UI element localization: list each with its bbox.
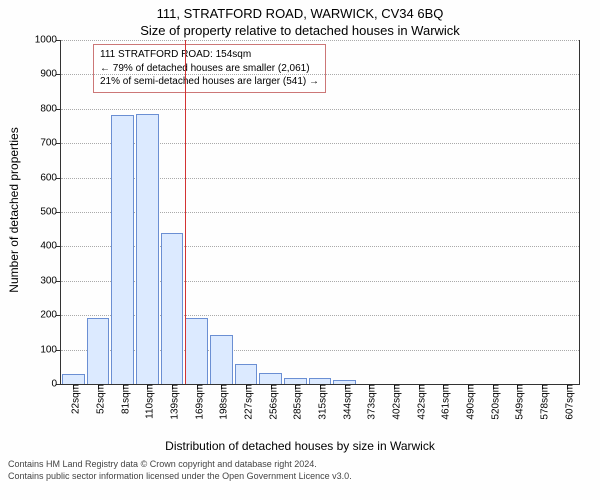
y-tick-label: 100 bbox=[40, 344, 61, 355]
y-axis-title: Number of detached properties bbox=[7, 127, 21, 292]
footer-line-1: Contains HM Land Registry data © Crown c… bbox=[8, 459, 592, 471]
y-tick-label: 900 bbox=[40, 69, 61, 80]
y-tick-label: 600 bbox=[40, 172, 61, 183]
histogram-bar bbox=[235, 364, 258, 384]
bars-container: 22sqm52sqm81sqm110sqm139sqm169sqm198sqm2… bbox=[61, 40, 579, 384]
bar-column: 490sqm bbox=[456, 40, 481, 384]
histogram-bar bbox=[136, 114, 159, 384]
x-tick-label: 461sqm bbox=[435, 384, 452, 420]
bar-column: 344sqm bbox=[332, 40, 357, 384]
y-tick-label: 700 bbox=[40, 138, 61, 149]
bar-column: 373sqm bbox=[357, 40, 382, 384]
histogram-bar bbox=[161, 233, 184, 384]
bar-column: 22sqm bbox=[61, 40, 86, 384]
histogram-bar bbox=[259, 373, 282, 384]
x-tick-label: 81sqm bbox=[114, 384, 131, 414]
x-tick-label: 227sqm bbox=[238, 384, 255, 420]
histogram-chart: 111 STRATFORD ROAD: 154sqm ← 79% of deta… bbox=[60, 40, 580, 385]
x-tick-label: 169sqm bbox=[188, 384, 205, 420]
x-axis-title: Distribution of detached houses by size … bbox=[0, 439, 600, 453]
bar-column: 227sqm bbox=[234, 40, 259, 384]
histogram-bar bbox=[62, 374, 85, 384]
y-tick-label: 400 bbox=[40, 241, 61, 252]
x-tick-label: 490sqm bbox=[460, 384, 477, 420]
bar-column: 461sqm bbox=[431, 40, 456, 384]
x-tick-label: 52sqm bbox=[90, 384, 107, 414]
bar-column: 81sqm bbox=[110, 40, 135, 384]
histogram-bar bbox=[210, 335, 233, 384]
x-tick-label: 549sqm bbox=[509, 384, 526, 420]
bar-column: 549sqm bbox=[505, 40, 530, 384]
x-tick-label: 198sqm bbox=[213, 384, 230, 420]
x-tick-label: 578sqm bbox=[534, 384, 551, 420]
x-tick-label: 256sqm bbox=[262, 384, 279, 420]
x-tick-label: 22sqm bbox=[65, 384, 82, 414]
y-tick-label: 1000 bbox=[35, 35, 61, 46]
bar-column: 169sqm bbox=[184, 40, 209, 384]
y-tick-label: 800 bbox=[40, 103, 61, 114]
bar-column: 139sqm bbox=[160, 40, 185, 384]
y-tick-label: 300 bbox=[40, 275, 61, 286]
x-tick-label: 110sqm bbox=[139, 384, 156, 419]
x-tick-label: 607sqm bbox=[558, 384, 575, 420]
x-tick-label: 315sqm bbox=[312, 384, 329, 420]
histogram-bar bbox=[185, 318, 208, 384]
x-tick-label: 344sqm bbox=[336, 384, 353, 420]
x-tick-label: 520sqm bbox=[484, 384, 501, 420]
bar-column: 432sqm bbox=[406, 40, 431, 384]
bar-column: 520sqm bbox=[480, 40, 505, 384]
bar-column: 198sqm bbox=[209, 40, 234, 384]
bar-column: 256sqm bbox=[258, 40, 283, 384]
histogram-bar bbox=[87, 318, 110, 384]
x-tick-label: 139sqm bbox=[164, 384, 181, 420]
x-tick-label: 373sqm bbox=[361, 384, 378, 420]
bar-column: 285sqm bbox=[283, 40, 308, 384]
marker-line bbox=[185, 40, 186, 384]
footer-line-2: Contains public sector information licen… bbox=[8, 471, 592, 483]
x-tick-label: 285sqm bbox=[287, 384, 304, 420]
page-title-address: 111, STRATFORD ROAD, WARWICK, CV34 6BQ bbox=[0, 0, 600, 21]
bar-column: 52sqm bbox=[86, 40, 111, 384]
bar-column: 402sqm bbox=[382, 40, 407, 384]
y-tick-label: 200 bbox=[40, 310, 61, 321]
bar-column: 607sqm bbox=[554, 40, 579, 384]
y-tick-label: 500 bbox=[40, 207, 61, 218]
page-subtitle: Size of property relative to detached ho… bbox=[0, 21, 600, 40]
y-tick-label: 0 bbox=[51, 379, 61, 390]
bar-column: 578sqm bbox=[530, 40, 555, 384]
bar-column: 315sqm bbox=[308, 40, 333, 384]
histogram-bar bbox=[111, 115, 134, 384]
footer-credits: Contains HM Land Registry data © Crown c… bbox=[0, 453, 600, 482]
x-tick-label: 402sqm bbox=[386, 384, 403, 420]
bar-column: 110sqm bbox=[135, 40, 160, 384]
x-tick-label: 432sqm bbox=[410, 384, 427, 420]
